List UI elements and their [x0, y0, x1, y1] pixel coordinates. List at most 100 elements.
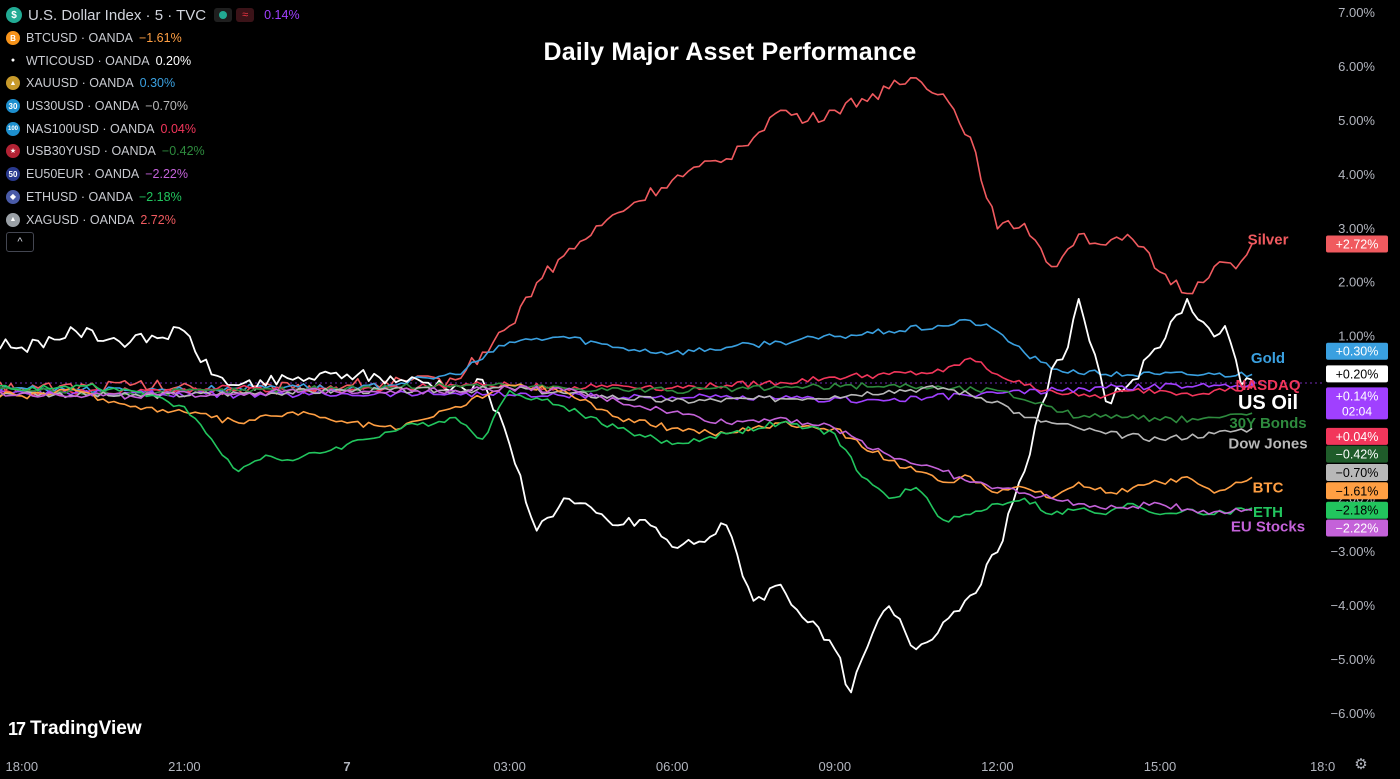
- symbol-100-icon: 100: [6, 121, 20, 136]
- price-badge-label: −2.18%: [1336, 504, 1379, 518]
- legend-symbol: XAUUSD · OANDA: [26, 76, 134, 91]
- series-annotation: 30Y Bonds: [1229, 415, 1306, 432]
- wave-icon: ≈: [236, 8, 255, 23]
- x-tick-label: 21:00: [168, 759, 201, 774]
- collapse-legend-button[interactable]: ^: [6, 232, 34, 252]
- price-badge-label: +0.04%: [1336, 430, 1379, 444]
- main-symbol-label: U.S. Dollar Index · 5 · TVC: [28, 6, 207, 24]
- legend-row[interactable]: ▲ XAUUSD · OANDA 0.30%: [6, 72, 300, 95]
- y-tick-label: −5.00%: [1331, 652, 1376, 667]
- x-tick-label: 09:00: [819, 759, 852, 774]
- x-tick-label: 15:00: [1144, 759, 1177, 774]
- price-badge-countdown: 02:04: [1342, 404, 1372, 418]
- dollar-icon: $: [6, 7, 22, 24]
- legend-row[interactable]: 100 NAS100USD · OANDA 0.04%: [6, 117, 300, 140]
- symbol-au-icon: ▲: [6, 76, 20, 91]
- price-badge-label: −2.22%: [1336, 521, 1379, 535]
- legend-row[interactable]: ▲ XAGUSD · OANDA 2.72%: [6, 208, 300, 231]
- price-badge: [1326, 501, 1388, 519]
- legend-row[interactable]: 50 EU50EUR · OANDA −2.22%: [6, 163, 300, 186]
- series-line-btc[interactable]: [0, 383, 1253, 500]
- series-annotation: Dow Jones: [1228, 435, 1307, 452]
- tradingview-logo-icon: 17: [8, 718, 26, 739]
- y-tick-label: 3.00%: [1338, 221, 1375, 236]
- legend-change: 2.72%: [140, 212, 176, 227]
- legend-row[interactable]: ● WTICOUSD · OANDA 0.20%: [6, 49, 300, 72]
- y-tick-label: 6.00%: [1338, 59, 1375, 74]
- legend-row[interactable]: ★ USB30YUSD · OANDA −0.42%: [6, 140, 300, 163]
- tradingview-logo-text: TradingView: [30, 718, 142, 739]
- price-badge-label: −0.42%: [1336, 448, 1379, 462]
- x-tick-label: 18:0: [1310, 759, 1335, 774]
- x-tick-label: 03:00: [493, 759, 526, 774]
- symbol-us-icon: ★: [6, 144, 20, 159]
- legend-change: 0.30%: [139, 76, 176, 91]
- market-open-icon: [214, 8, 233, 23]
- legend-row[interactable]: ◆ ETHUSD · OANDA −2.18%: [6, 186, 300, 209]
- price-badge-label: +2.72%: [1336, 237, 1379, 251]
- price-badge-label: +0.14%: [1336, 389, 1379, 403]
- series-annotation: BTC: [1253, 480, 1284, 497]
- series-annotation: Silver: [1248, 232, 1289, 249]
- legend-symbol: NAS100USD · OANDA: [26, 121, 155, 136]
- legend-change: 0.04%: [160, 121, 196, 136]
- settings-gear-icon[interactable]: ⚙: [1354, 756, 1368, 773]
- price-badge: [1326, 445, 1388, 463]
- legend-symbol: WTICOUSD · OANDA: [26, 53, 150, 68]
- main-symbol-change: 0.14%: [264, 8, 300, 23]
- price-badge: [1326, 365, 1388, 383]
- y-tick-label: −3.00%: [1331, 544, 1376, 559]
- series-line-eth[interactable]: [0, 379, 1253, 523]
- y-tick-label: 2.00%: [1338, 275, 1375, 290]
- y-tick-label: 4.00%: [1338, 167, 1375, 182]
- series-line-us-oil[interactable]: [0, 297, 1253, 694]
- price-badge: [1326, 427, 1388, 445]
- tradingview-logo: 17 TradingView: [8, 718, 142, 740]
- price-badge: [1326, 482, 1388, 500]
- x-tick-label: 12:00: [981, 759, 1014, 774]
- legend-change: −1.61%: [138, 31, 182, 46]
- symbol-ag-icon: ▲: [6, 212, 20, 227]
- series-line-30y-bonds[interactable]: [0, 381, 1253, 424]
- series-line-silver[interactable]: [0, 77, 1253, 397]
- series-line-dxy[interactable]: [0, 382, 1253, 404]
- x-tick-label: 18:00: [6, 759, 39, 774]
- price-badge: [1326, 463, 1388, 481]
- y-tick-label: −4.00%: [1331, 598, 1376, 613]
- legend-change: −0.70%: [145, 99, 188, 114]
- series-annotation: EU Stocks: [1231, 518, 1305, 535]
- legend-symbol: BTCUSD · OANDA: [26, 31, 133, 46]
- price-badge: [1326, 387, 1388, 420]
- price-badge-label: −1.61%: [1336, 484, 1379, 498]
- series-annotation: US Oil: [1238, 392, 1298, 414]
- legend-row[interactable]: B BTCUSD · OANDA −1.61%: [6, 27, 300, 50]
- chart-title: Daily Major Asset Performance: [543, 38, 917, 66]
- legend-change: 0.20%: [155, 53, 192, 68]
- y-tick-label: 1.00%: [1338, 329, 1375, 344]
- price-badge: [1326, 235, 1388, 253]
- series-annotation: Gold: [1251, 350, 1285, 367]
- y-tick-label: 5.00%: [1338, 113, 1375, 128]
- series-line-eu-stocks[interactable]: [0, 384, 1253, 515]
- symbol-B-icon: B: [6, 31, 20, 46]
- price-badge: [1326, 519, 1388, 537]
- legend-row[interactable]: 30 US30USD · OANDA −0.70%: [6, 95, 300, 118]
- symbol-eth-icon: ◆: [6, 189, 20, 204]
- x-tick-label: 06:00: [656, 759, 689, 774]
- symbol-50-icon: 50: [6, 167, 20, 182]
- y-tick-label: 7.00%: [1338, 5, 1375, 20]
- legend-change: −0.42%: [161, 144, 205, 159]
- legend-symbol: EU50EUR · OANDA: [26, 167, 140, 182]
- legend-symbol: ETHUSD · OANDA: [26, 189, 133, 204]
- legend-symbol: XAGUSD · OANDA: [26, 212, 135, 227]
- legend-main-symbol[interactable]: $ U.S. Dollar Index · 5 · TVC ≈ 0.14%: [6, 4, 300, 27]
- price-badge: [1326, 342, 1388, 360]
- price-badge-label: −0.70%: [1336, 466, 1379, 480]
- y-tick-label: −6.00%: [1331, 706, 1376, 721]
- x-tick-label: 7: [343, 759, 350, 774]
- price-badge-label: +0.20%: [1336, 367, 1379, 381]
- series-annotation: NASDAQ: [1235, 377, 1300, 394]
- legend-change: −2.18%: [138, 189, 182, 204]
